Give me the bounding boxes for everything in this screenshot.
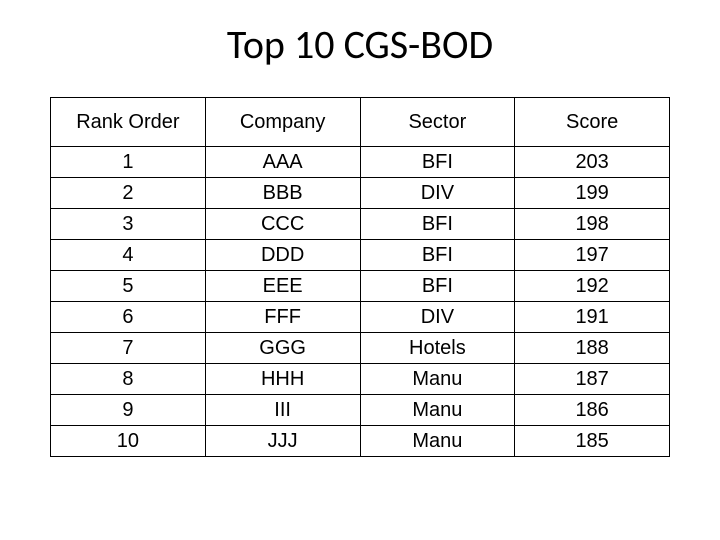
data-table: Rank Order Company Sector Score 1AAABFI2… — [50, 97, 670, 457]
table-cell: 186 — [515, 395, 670, 426]
table-cell: 187 — [515, 364, 670, 395]
table-row: 6FFFDIV191 — [51, 302, 670, 333]
table-cell: 7 — [51, 333, 206, 364]
table-cell: 191 — [515, 302, 670, 333]
table-cell: 199 — [515, 178, 670, 209]
table-cell: BFI — [360, 209, 515, 240]
table-cell: AAA — [205, 147, 360, 178]
table-cell: 9 — [51, 395, 206, 426]
table-cell: 198 — [515, 209, 670, 240]
table-body: 1AAABFI2032BBBDIV1993CCCBFI1984DDDBFI197… — [51, 147, 670, 457]
table-cell: DDD — [205, 240, 360, 271]
table-cell: 4 — [51, 240, 206, 271]
table-cell: GGG — [205, 333, 360, 364]
table-cell: JJJ — [205, 426, 360, 457]
table-row: 1AAABFI203 — [51, 147, 670, 178]
page: Top 10 CGS-BOD Rank Order Company Sector… — [0, 0, 720, 540]
table-cell: BFI — [360, 147, 515, 178]
table-row: 4DDDBFI197 — [51, 240, 670, 271]
table-cell: III — [205, 395, 360, 426]
column-header-score: Score — [515, 98, 670, 147]
table-row: 5EEEBFI192 — [51, 271, 670, 302]
table-cell: 6 — [51, 302, 206, 333]
table-cell: BFI — [360, 240, 515, 271]
table-cell: Manu — [360, 426, 515, 457]
table-cell: 203 — [515, 147, 670, 178]
table-cell: 188 — [515, 333, 670, 364]
table-cell: CCC — [205, 209, 360, 240]
column-header-rank: Rank Order — [51, 98, 206, 147]
table-cell: 8 — [51, 364, 206, 395]
table-cell: EEE — [205, 271, 360, 302]
table-header-row: Rank Order Company Sector Score — [51, 98, 670, 147]
table-cell: 3 — [51, 209, 206, 240]
table-cell: FFF — [205, 302, 360, 333]
table-cell: BBB — [205, 178, 360, 209]
table-row: 9IIIManu186 — [51, 395, 670, 426]
table-cell: 192 — [515, 271, 670, 302]
table-cell: 2 — [51, 178, 206, 209]
table-row: 8HHHManu187 — [51, 364, 670, 395]
table-cell: BFI — [360, 271, 515, 302]
table-cell: 1 — [51, 147, 206, 178]
column-header-company: Company — [205, 98, 360, 147]
table-cell: 5 — [51, 271, 206, 302]
table-cell: HHH — [205, 364, 360, 395]
table-cell: DIV — [360, 302, 515, 333]
table-row: 10JJJManu185 — [51, 426, 670, 457]
table-cell: DIV — [360, 178, 515, 209]
table-cell: 10 — [51, 426, 206, 457]
table-cell: Hotels — [360, 333, 515, 364]
table-cell: Manu — [360, 395, 515, 426]
table-row: 2BBBDIV199 — [51, 178, 670, 209]
table-cell: Manu — [360, 364, 515, 395]
table-row: 7GGGHotels188 — [51, 333, 670, 364]
page-title: Top 10 CGS-BOD — [0, 20, 720, 69]
table-cell: 185 — [515, 426, 670, 457]
table-row: 3CCCBFI198 — [51, 209, 670, 240]
column-header-sector: Sector — [360, 98, 515, 147]
table-cell: 197 — [515, 240, 670, 271]
